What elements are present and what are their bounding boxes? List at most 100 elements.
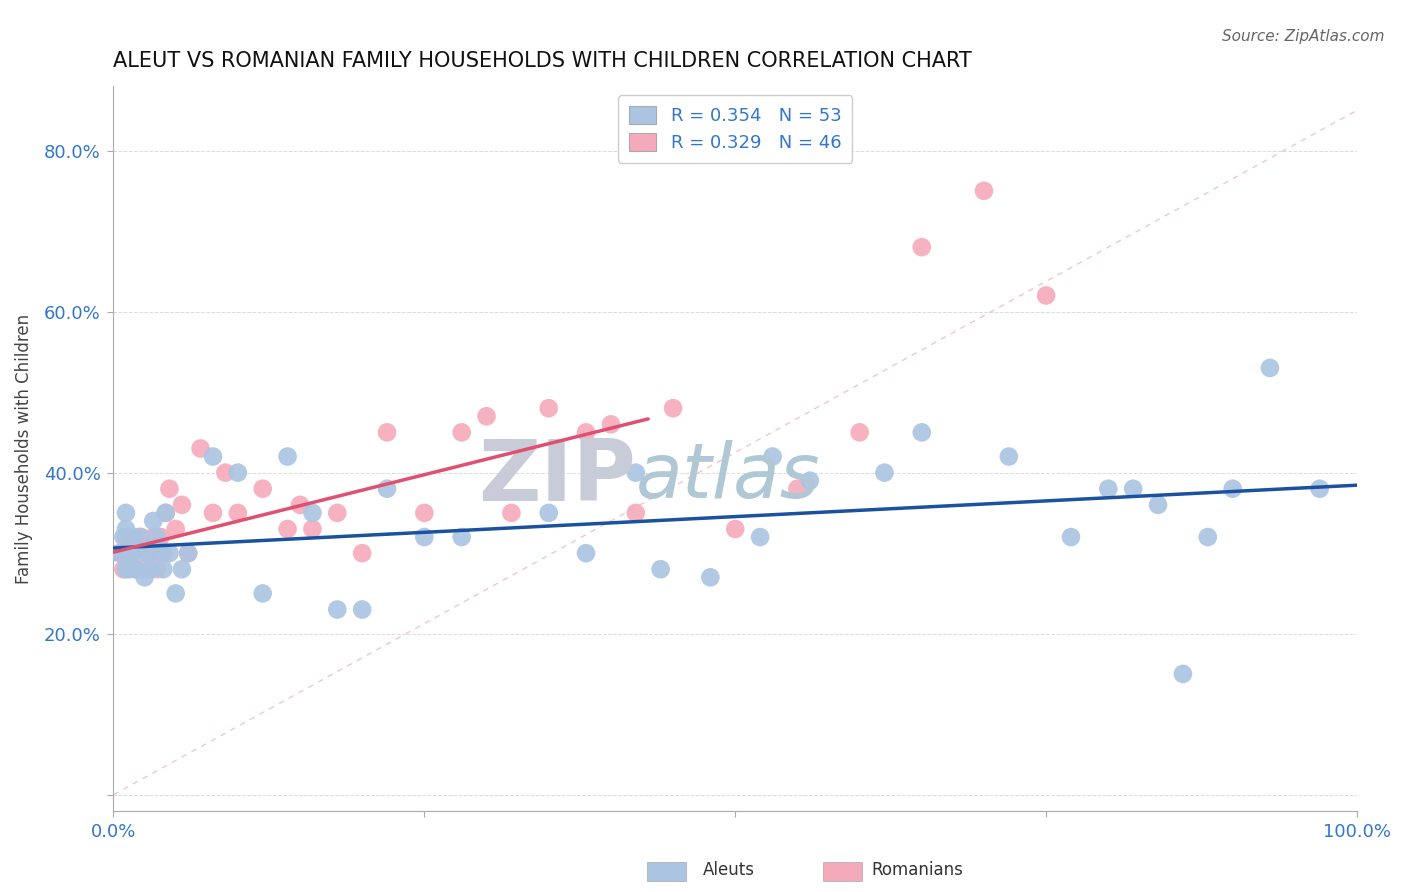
Point [226, 506, 249, 520]
Point [1197, 530, 1219, 544]
Legend: R = 0.354   N = 53, R = 0.329   N = 46: R = 0.354 N = 53, R = 0.329 N = 46 [619, 95, 852, 162]
Point [118, 562, 141, 576]
Point [352, 546, 374, 560]
Text: ZIP: ZIP [478, 436, 636, 519]
Point [575, 425, 598, 440]
Point [450, 530, 472, 544]
Point [139, 546, 162, 560]
Point [277, 522, 299, 536]
Point [115, 522, 138, 536]
Point [152, 562, 174, 576]
Text: ALEUT VS ROMANIAN FAMILY HOUSEHOLDS WITH CHILDREN CORRELATION CHART: ALEUT VS ROMANIAN FAMILY HOUSEHOLDS WITH… [114, 51, 972, 70]
Point [127, 530, 149, 544]
Point [170, 562, 193, 576]
Point [973, 184, 995, 198]
Point [142, 530, 165, 544]
Point [537, 506, 560, 520]
Point [201, 450, 224, 464]
Point [1060, 530, 1083, 544]
Point [127, 546, 149, 560]
Point [139, 562, 162, 576]
Point [129, 530, 152, 544]
Point [450, 425, 472, 440]
Point [911, 425, 934, 440]
Point [121, 546, 143, 560]
Point [108, 546, 131, 560]
Point [277, 450, 299, 464]
Y-axis label: Family Households with Children: Family Households with Children [15, 313, 32, 583]
Point [149, 546, 172, 560]
Point [599, 417, 621, 432]
Text: Romanians: Romanians [872, 861, 963, 879]
Point [165, 522, 187, 536]
Point [786, 482, 808, 496]
Point [375, 482, 398, 496]
Point [177, 546, 200, 560]
Point [537, 401, 560, 416]
Point [226, 466, 249, 480]
Point [761, 450, 783, 464]
Text: Source: ZipAtlas.com: Source: ZipAtlas.com [1222, 29, 1385, 44]
Point [115, 562, 138, 576]
Point [749, 530, 772, 544]
Point [142, 514, 165, 528]
Point [301, 506, 323, 520]
Point [501, 506, 523, 520]
Point [624, 506, 647, 520]
Point [136, 546, 159, 560]
Point [170, 498, 193, 512]
Point [326, 602, 349, 616]
Point [375, 425, 398, 440]
Point [575, 546, 598, 560]
Point [1035, 288, 1057, 302]
Point [650, 562, 672, 576]
Point [911, 240, 934, 254]
Text: atlas: atlas [636, 441, 820, 515]
Point [475, 409, 498, 424]
Point [146, 562, 169, 576]
Point [413, 530, 436, 544]
Point [873, 466, 896, 480]
Point [326, 506, 349, 520]
Text: Aleuts: Aleuts [703, 861, 755, 879]
Point [117, 546, 139, 560]
Point [699, 570, 721, 584]
Point [146, 530, 169, 544]
Point [159, 546, 181, 560]
Point [152, 546, 174, 560]
Point [252, 482, 274, 496]
Point [1222, 482, 1244, 496]
Point [108, 546, 131, 560]
Point [799, 474, 821, 488]
Point [848, 425, 870, 440]
Point [125, 562, 148, 576]
Point [155, 506, 177, 520]
Point [115, 506, 138, 520]
Point [112, 562, 135, 576]
Point [149, 530, 172, 544]
Point [252, 586, 274, 600]
Point [214, 466, 236, 480]
Point [112, 530, 135, 544]
Point [117, 546, 139, 560]
Point [121, 530, 143, 544]
Point [165, 586, 187, 600]
Point [1171, 667, 1194, 681]
Point [125, 562, 148, 576]
Point [1147, 498, 1170, 512]
Point [134, 562, 156, 576]
Point [1258, 361, 1281, 376]
Point [1309, 482, 1331, 496]
Point [724, 522, 747, 536]
Point [288, 498, 311, 512]
Point [155, 506, 177, 520]
Point [413, 506, 436, 520]
Point [624, 466, 647, 480]
Point [301, 522, 323, 536]
Point [136, 546, 159, 560]
Point [201, 506, 224, 520]
Point [1097, 482, 1119, 496]
Point [662, 401, 685, 416]
Point [159, 482, 181, 496]
Point [998, 450, 1021, 464]
